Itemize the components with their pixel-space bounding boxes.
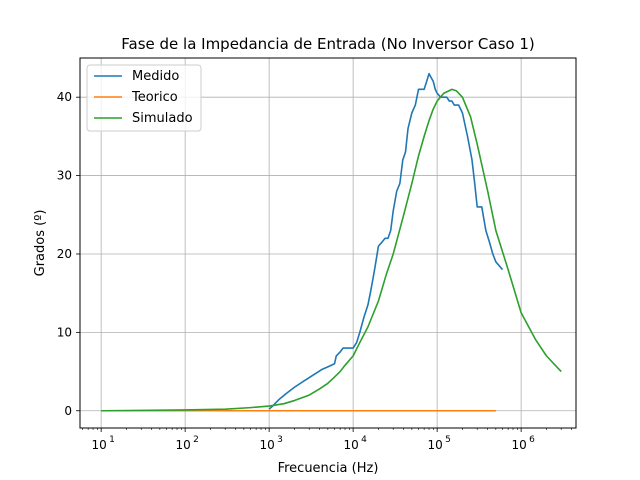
legend-box xyxy=(86,64,202,132)
chart-title: Fase de la Impedancia de Entrada (No Inv… xyxy=(121,35,534,53)
x-tick-exponent: 4 xyxy=(361,435,367,445)
x-tick-label: 10 xyxy=(176,438,191,452)
x-tick-exponent: 2 xyxy=(193,435,199,445)
legend: Medido Teorico Simulado xyxy=(86,64,202,132)
x-tick-label: 10 xyxy=(343,438,358,452)
x-tick-label: 10 xyxy=(260,438,275,452)
legend-label-simulado: Simulado xyxy=(132,111,193,126)
grid-lines xyxy=(80,58,576,428)
x-tick-exponent: 5 xyxy=(445,435,451,445)
y-axis-label: Grados (º) xyxy=(33,210,48,277)
y-tick-label: 10 xyxy=(57,325,72,339)
series-line-medido xyxy=(268,72,504,410)
y-tick-label: 40 xyxy=(57,90,72,104)
y-tick-label: 20 xyxy=(57,247,72,261)
y-axis-ticks: 0 10 20 30 40 xyxy=(57,90,80,418)
x-axis-label: Frecuencia (Hz) xyxy=(278,461,379,476)
x-axis-ticks: 10 1 10 2 10 3 10 4 10 5 10 6 xyxy=(82,428,573,452)
x-tick-exponent: 3 xyxy=(277,435,283,445)
x-tick-exponent: 1 xyxy=(109,435,115,445)
x-tick-exponent: 6 xyxy=(529,435,535,445)
series-line-simulado xyxy=(101,88,562,412)
y-tick-label: 0 xyxy=(64,404,72,418)
legend-label-medido: Medido xyxy=(132,69,179,84)
y-tick-label: 30 xyxy=(57,169,72,183)
legend-label-teorico: Teorico xyxy=(131,90,178,105)
x-tick-label: 10 xyxy=(92,438,107,452)
series-lines xyxy=(101,72,562,412)
x-tick-label: 10 xyxy=(427,438,442,452)
x-tick-label: 10 xyxy=(511,438,526,452)
